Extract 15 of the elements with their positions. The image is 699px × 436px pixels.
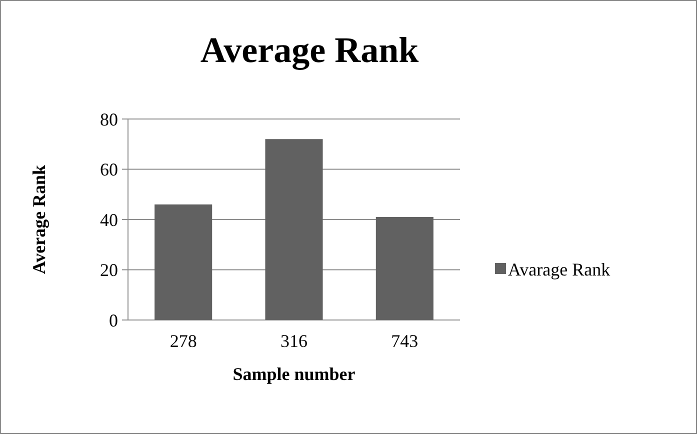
- y-tick-label: 60: [100, 160, 118, 180]
- bar: [265, 139, 323, 320]
- y-tick-label: 20: [100, 260, 118, 280]
- y-axis-title: Average Rank: [29, 164, 49, 274]
- x-tick-label: 278: [170, 331, 197, 351]
- chart-title: Average Rank: [200, 30, 419, 70]
- x-axis-title: Sample number: [232, 364, 356, 384]
- y-tick-label: 80: [100, 109, 118, 130]
- bar: [154, 204, 212, 320]
- x-tick-label: 316: [280, 331, 308, 351]
- bar: [376, 216, 434, 320]
- y-tick-label: 0: [109, 310, 118, 330]
- x-tick-label: 743: [391, 331, 418, 351]
- legend-label: Avarage Rank: [508, 259, 610, 280]
- y-tick-label: 40: [100, 210, 118, 230]
